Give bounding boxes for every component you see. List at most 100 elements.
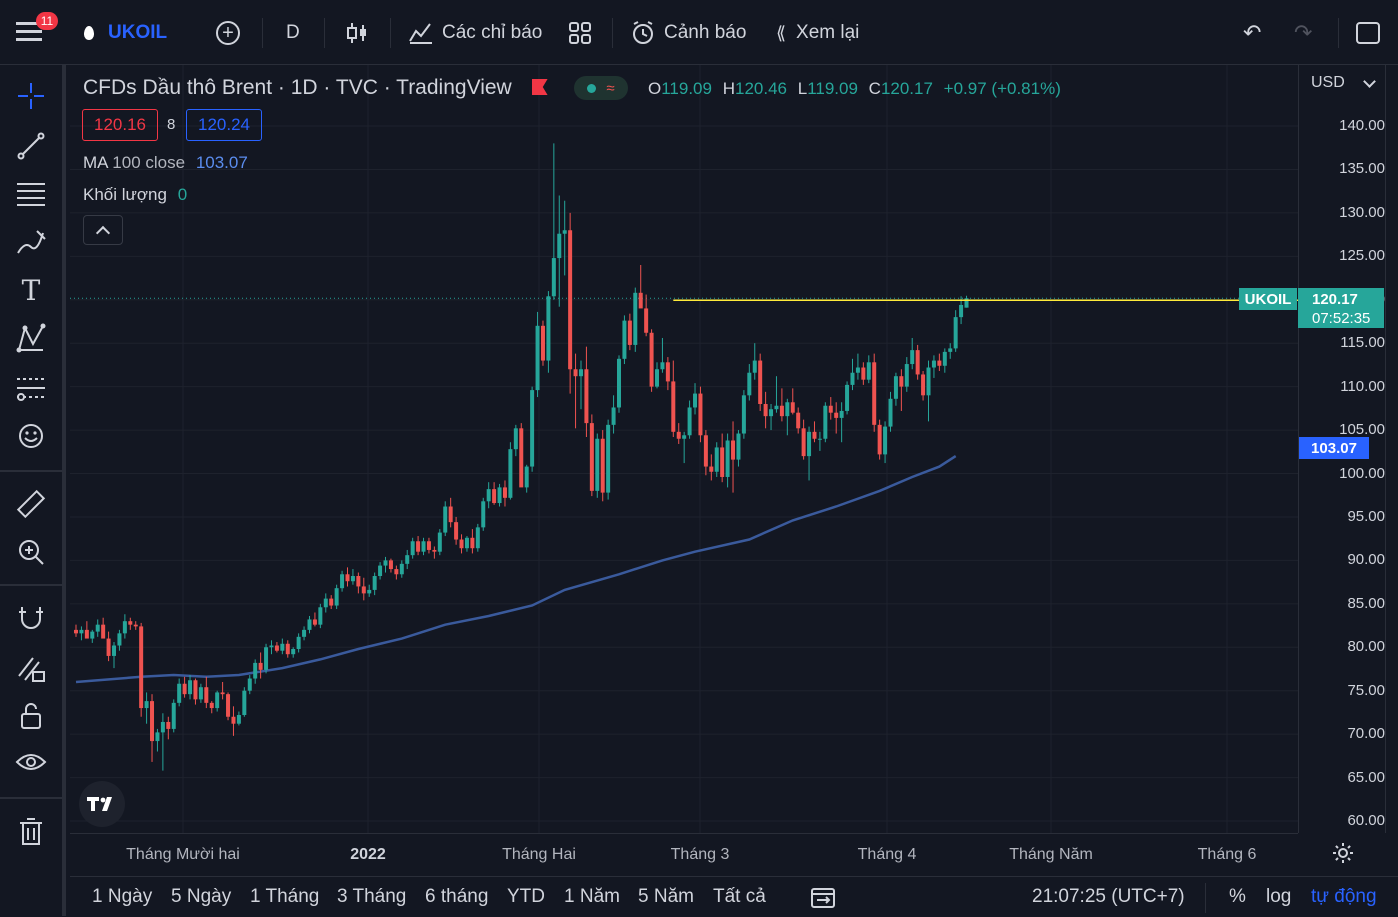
candle-up	[144, 701, 149, 709]
fib-tool[interactable]	[12, 175, 50, 213]
candle-up	[948, 348, 953, 352]
candle-down	[329, 598, 334, 606]
fullscreen-button[interactable]	[1356, 18, 1380, 48]
chart-settings-button[interactable]	[1332, 842, 1354, 869]
candle-up	[551, 258, 556, 297]
date-range-button[interactable]	[810, 886, 836, 915]
chevron-down-icon[interactable]	[1363, 75, 1376, 88]
ma-indicator-legend[interactable]: MA 100 close 103.07	[83, 153, 248, 173]
candle-down	[361, 586, 366, 594]
candle-up	[508, 449, 513, 498]
icon-tool[interactable]	[12, 417, 50, 455]
indicators-button[interactable]: Các chỉ báo	[408, 18, 542, 48]
trendline-tool[interactable]	[12, 127, 50, 165]
candle-down	[861, 367, 866, 380]
candle-down	[182, 683, 187, 695]
time-axis[interactable]: Tháng Mười hai 2022 Tháng Hai Tháng 3 Tháng …	[70, 833, 1353, 874]
chart-type-button[interactable]	[346, 18, 368, 48]
range-button[interactable]: 3 Tháng	[337, 886, 407, 907]
interval-button[interactable]: D	[286, 18, 300, 48]
range-button[interactable]: 1 Năm	[564, 886, 620, 907]
divider	[1205, 883, 1206, 913]
chevron-up-icon	[95, 225, 111, 240]
tradingview-logo[interactable]	[79, 781, 125, 827]
menu-icon[interactable]	[16, 22, 42, 42]
divider	[0, 470, 62, 472]
candle-down	[731, 440, 736, 460]
percent-scale-button[interactable]: %	[1229, 886, 1246, 908]
price-tick-label: 70.00	[1347, 725, 1385, 743]
layouts-button[interactable]	[568, 18, 592, 48]
candle-down	[150, 701, 155, 742]
currency-selector[interactable]: USD	[1311, 74, 1345, 92]
auto-scale-button[interactable]: tự động	[1311, 886, 1377, 908]
price-tick-label: 65.00	[1347, 768, 1385, 786]
sell-price-button[interactable]: 120.16	[82, 109, 158, 141]
alert-button[interactable]: Cảnh báo	[630, 18, 746, 48]
compare-symbol-button[interactable]: +	[216, 18, 240, 48]
pencil-lock-icon	[18, 657, 45, 682]
range-button[interactable]: 5 Năm	[638, 886, 694, 907]
zoom-tool[interactable]	[12, 533, 50, 571]
price-tick-label: 75.00	[1347, 681, 1385, 699]
candle-down	[584, 369, 589, 424]
range-button[interactable]: 1 Ngày	[92, 886, 153, 907]
measure-tool[interactable]	[12, 485, 50, 523]
candle-up	[302, 629, 307, 637]
candle-up	[421, 541, 426, 552]
candle-down	[74, 629, 78, 634]
remove-drawings-tool[interactable]	[12, 813, 50, 851]
price-axis[interactable]: USD 140.00135.00130.00125.00120.00115.00…	[1298, 65, 1385, 833]
buy-price-button[interactable]: 120.24	[186, 109, 262, 141]
prediction-tool[interactable]	[12, 369, 50, 407]
range-button[interactable]: YTD	[507, 886, 545, 907]
pattern-icon	[16, 323, 46, 353]
chart-legend-title[interactable]: CFDs Dầu thô Brent · 1D · TVC · TradingV…	[83, 76, 548, 100]
range-button[interactable]: 1 Tháng	[250, 886, 320, 907]
crosshair-tool[interactable]	[12, 77, 50, 115]
pattern-tool[interactable]	[12, 319, 50, 357]
divider	[0, 584, 62, 586]
magnet-tool[interactable]	[12, 599, 50, 637]
timezone-button[interactable]: 21:07:25 (UTC+7)	[1032, 886, 1185, 908]
collapse-legend-button[interactable]	[83, 215, 123, 245]
candle-up	[372, 576, 377, 590]
brush-icon	[17, 230, 46, 254]
chart-pane[interactable]	[70, 65, 1398, 916]
replay-button[interactable]: ⟪ Xem lại	[776, 18, 859, 48]
redo-button[interactable]: ↷	[1294, 18, 1312, 48]
range-button[interactable]: 5 Ngày	[171, 886, 232, 907]
candle-down	[915, 350, 920, 375]
log-scale-button[interactable]: log	[1266, 886, 1291, 908]
undo-button[interactable]: ↶	[1243, 18, 1261, 48]
market-status[interactable]: ≈	[574, 76, 628, 100]
candle-up	[660, 362, 665, 370]
candle-up	[95, 624, 100, 632]
candle-down	[649, 332, 654, 387]
divider	[612, 18, 613, 48]
candle-up	[399, 563, 404, 575]
stay-drawing-tool[interactable]	[12, 649, 50, 687]
symbol-search[interactable]: UKOIL	[84, 18, 167, 48]
candle-up	[475, 527, 480, 549]
hide-tool[interactable]	[12, 745, 50, 783]
candle-up	[464, 537, 469, 549]
candle-up	[606, 424, 611, 493]
lock-tool[interactable]	[12, 697, 50, 735]
candle-up	[823, 405, 828, 439]
market-open-dot	[587, 83, 597, 93]
crosshair-icon	[18, 83, 44, 109]
candlestick-chart[interactable]	[70, 65, 1398, 833]
time-tick-label: Tháng 6	[1197, 846, 1257, 863]
text-tool[interactable]: T	[12, 271, 50, 309]
candle-up	[318, 607, 323, 625]
candle-up	[410, 541, 415, 556]
candle-up	[904, 364, 909, 387]
volume-indicator-legend[interactable]: Khối lượng 0	[83, 185, 187, 205]
brush-tool[interactable]	[12, 223, 50, 261]
range-button[interactable]: 6 tháng	[425, 886, 489, 907]
candle-down	[84, 629, 89, 639]
candle-down	[796, 412, 801, 429]
range-button[interactable]: Tất cả	[713, 886, 766, 907]
candle-up	[883, 426, 888, 455]
